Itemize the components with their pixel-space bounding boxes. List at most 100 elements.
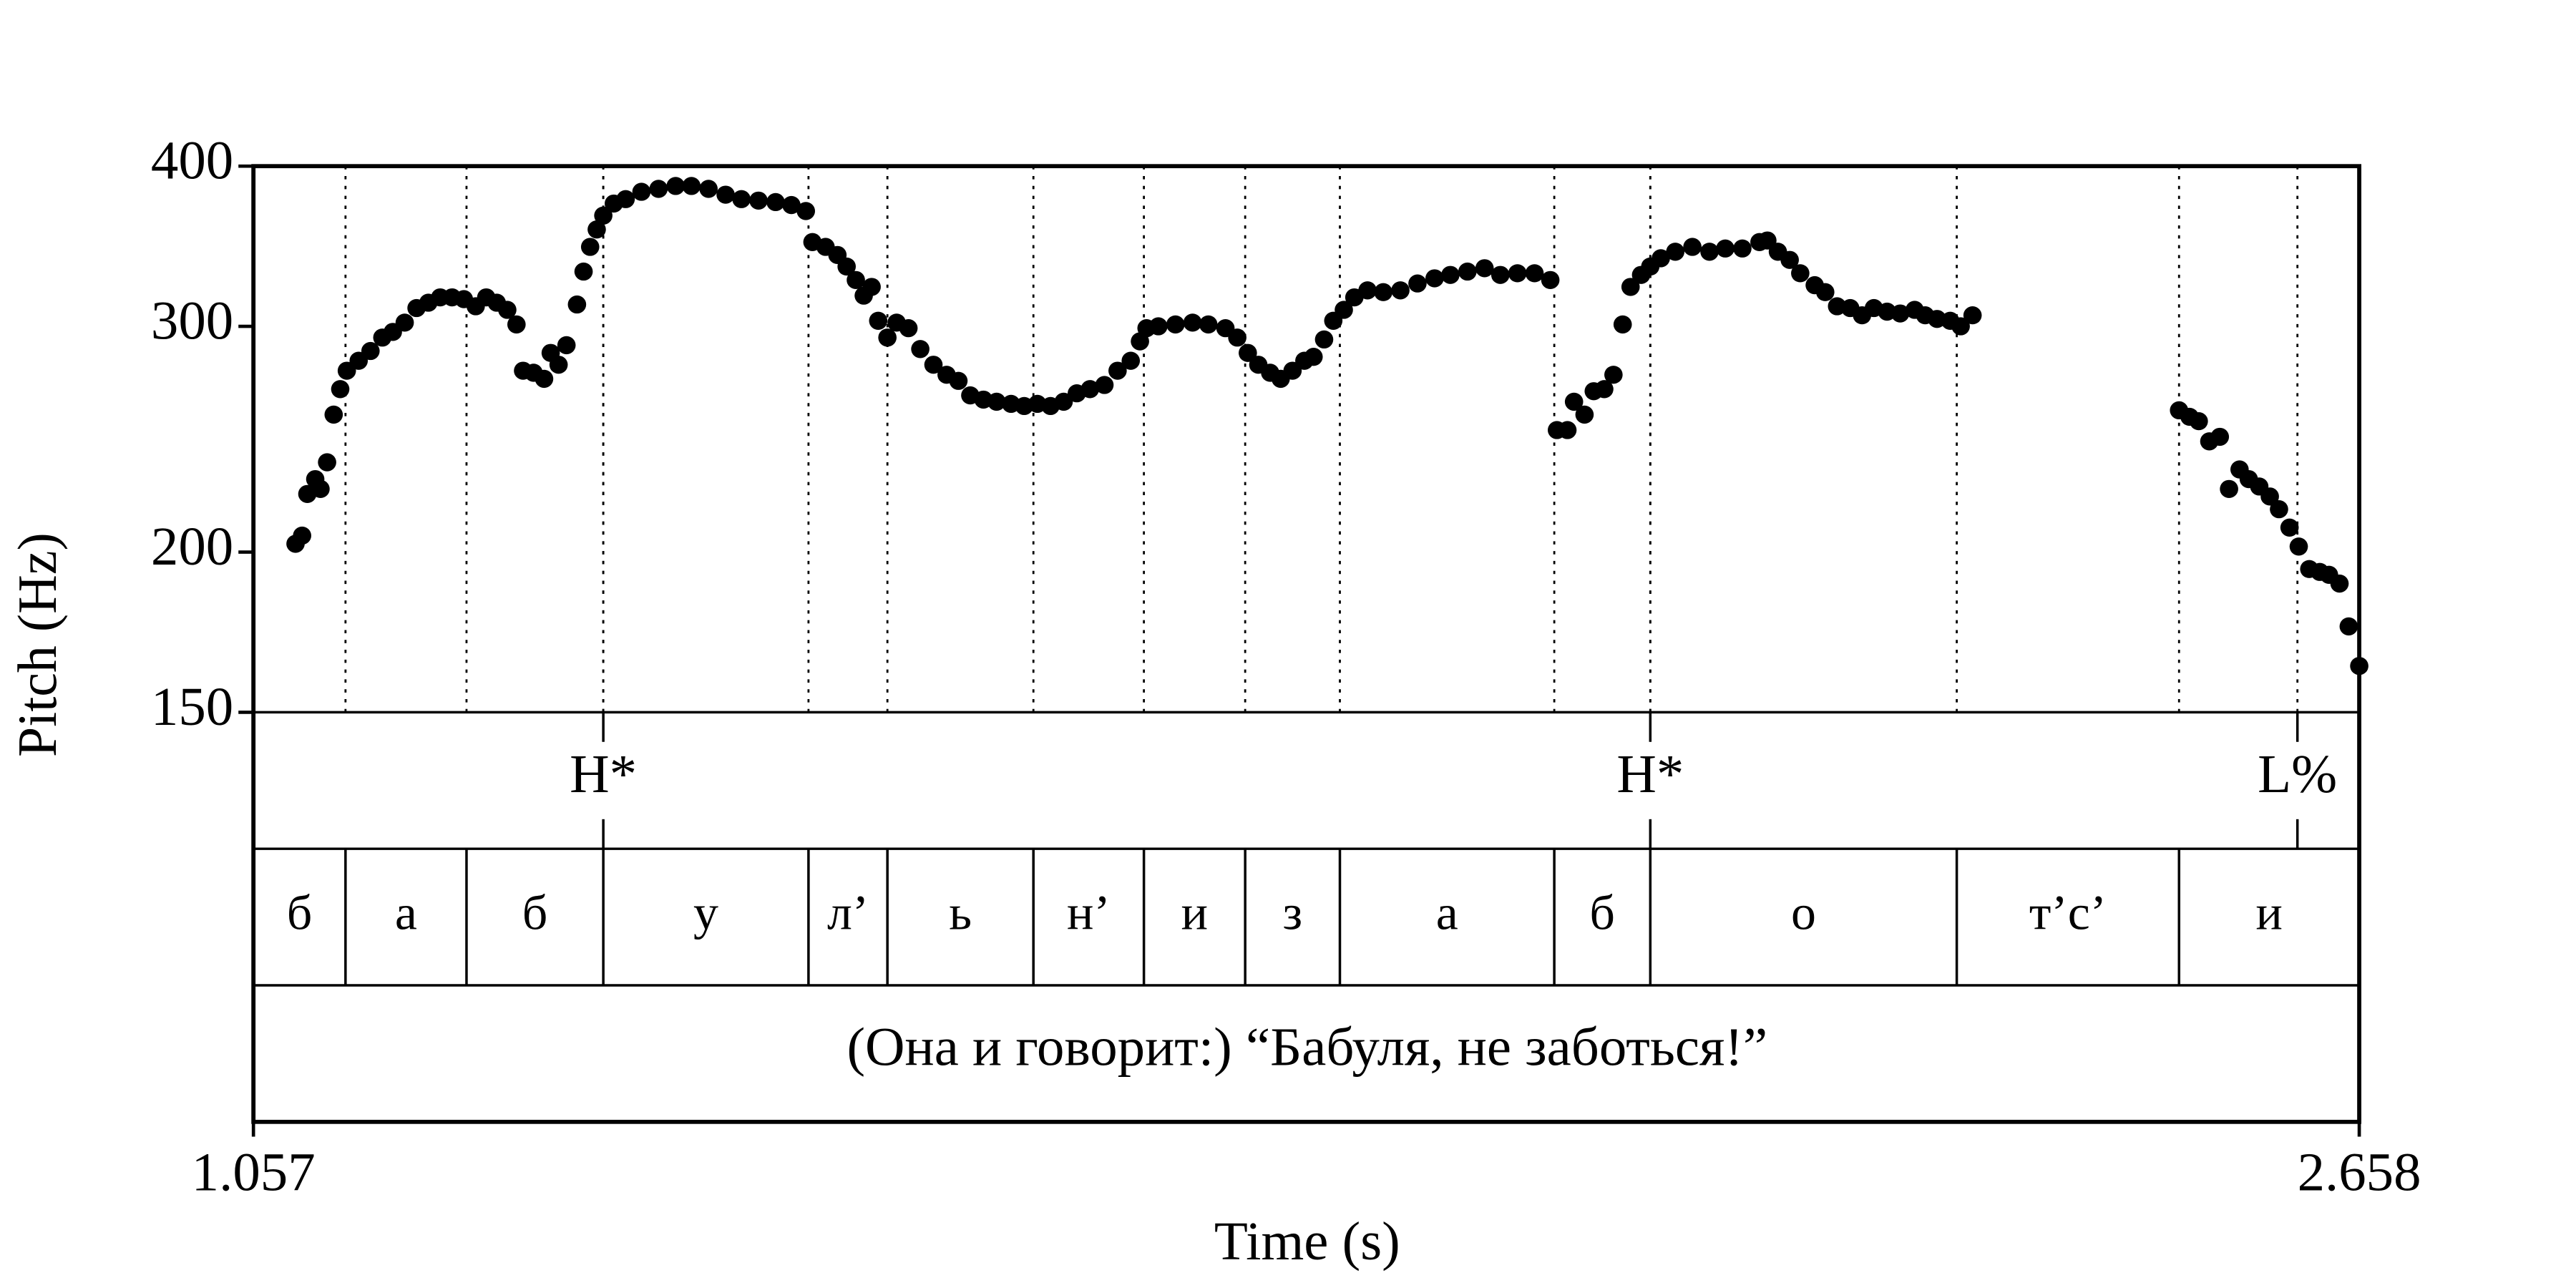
pitch-point xyxy=(2330,574,2349,593)
y-axis-label: Pitch (Hz) xyxy=(7,532,69,757)
segment-label: б xyxy=(1589,886,1615,940)
pitch-point xyxy=(2270,500,2288,519)
pitch-point xyxy=(899,318,918,338)
pitch-point xyxy=(987,392,1006,411)
segment-label: у xyxy=(693,886,718,940)
pitch-point xyxy=(1791,264,1810,283)
pitch-point xyxy=(535,369,554,389)
pitch-point xyxy=(557,336,576,355)
pitch-point xyxy=(837,257,857,276)
segment-label: и xyxy=(1181,886,1208,940)
pitch-point xyxy=(293,526,312,545)
pitch-point xyxy=(2210,427,2230,447)
pitch-point xyxy=(1733,239,1752,258)
pitch-point xyxy=(1595,380,1614,399)
pitch-point xyxy=(862,278,881,296)
pitch-point xyxy=(1815,283,1835,301)
pitch-point xyxy=(1716,239,1735,258)
pitch-point xyxy=(1441,265,1460,284)
pitch-point xyxy=(1425,269,1444,288)
pitch-point xyxy=(594,206,613,225)
pitch-point xyxy=(666,177,686,195)
pitch-point xyxy=(1080,380,1100,399)
pitch-point xyxy=(395,313,414,332)
pitch-point xyxy=(2260,487,2279,506)
pitch-point xyxy=(2289,537,2308,556)
pitch-point xyxy=(324,405,343,424)
pitch-point xyxy=(1575,405,1594,424)
pitch-point xyxy=(1683,238,1702,256)
pitch-point xyxy=(2339,617,2358,636)
pitch-point xyxy=(1149,317,1168,336)
pitch-point xyxy=(1951,317,1970,336)
y-tick-label: 400 xyxy=(151,130,233,190)
pitch-point xyxy=(1358,281,1377,300)
pitch-point xyxy=(682,177,701,195)
pitch-point xyxy=(1239,343,1257,362)
pitch-point xyxy=(498,301,517,319)
pitch-point xyxy=(2350,657,2368,675)
segment-label: з xyxy=(1283,886,1303,940)
pitch-point xyxy=(1508,264,1527,283)
pitch-point xyxy=(1199,315,1218,334)
pitch-point xyxy=(1564,392,1584,411)
pitch-point xyxy=(749,191,768,210)
pitch-point xyxy=(911,340,930,358)
segment-label: б xyxy=(522,886,548,940)
pitch-point xyxy=(1666,243,1685,261)
pitch-point xyxy=(507,315,526,334)
pitch-point xyxy=(649,180,668,198)
pitch-point xyxy=(716,185,735,204)
pitch-point xyxy=(869,311,888,330)
pitch-point xyxy=(1621,278,1640,296)
segment-label: л’ xyxy=(827,886,869,940)
pitch-point xyxy=(632,182,651,201)
pitch-point xyxy=(1525,264,1544,283)
tone-label: H* xyxy=(570,744,637,804)
pitch-point xyxy=(1228,328,1246,347)
pitch-point xyxy=(331,380,350,399)
pitch-point xyxy=(567,295,587,314)
tone-label: H* xyxy=(1616,744,1684,804)
pitch-point xyxy=(1604,366,1623,384)
pitch-point xyxy=(1491,265,1510,284)
pitch-point xyxy=(361,341,380,361)
frame xyxy=(251,164,2361,1124)
pitch-point xyxy=(2190,411,2208,431)
segment-label: т’с’ xyxy=(2029,886,2107,940)
pitch-point xyxy=(1374,283,1392,301)
pitch-point xyxy=(318,453,336,472)
pitch-point xyxy=(574,262,593,281)
pitch-point xyxy=(796,202,816,220)
pitch-point xyxy=(766,192,785,212)
pitch-point xyxy=(580,238,600,256)
pitch-point xyxy=(1095,376,1114,394)
pitch-point xyxy=(1475,259,1494,278)
pitch-point xyxy=(1304,348,1323,366)
pitch-point xyxy=(1314,330,1334,349)
x-tick-label: 1.057 xyxy=(192,1142,316,1202)
pitch-point xyxy=(1458,262,1477,281)
segment-label: и xyxy=(2255,886,2282,940)
pitch-point xyxy=(699,180,718,198)
y-tick-label: 200 xyxy=(151,516,233,576)
y-tick-label: 300 xyxy=(151,291,233,351)
y-tick-label: 150 xyxy=(151,676,233,736)
pitch-point xyxy=(1700,243,1719,261)
pitch-point xyxy=(1558,421,1577,439)
segment-label: б xyxy=(287,886,313,940)
pitch-point xyxy=(1108,361,1127,380)
tone-label: L% xyxy=(2258,744,2337,804)
pitch-point xyxy=(847,270,865,290)
x-axis-label: Time (s) xyxy=(1214,1211,1400,1271)
pitch-point xyxy=(1054,392,1073,411)
pitch-point xyxy=(878,328,897,347)
segment-label: н’ xyxy=(1067,886,1111,940)
segment-label: ь xyxy=(949,886,972,940)
segment-label: а xyxy=(395,886,417,940)
pitch-point xyxy=(616,190,635,208)
pitch-point xyxy=(311,479,330,499)
sentence: (Она и говорит:) “Бабуля, не заботься!” xyxy=(847,1017,1767,1077)
